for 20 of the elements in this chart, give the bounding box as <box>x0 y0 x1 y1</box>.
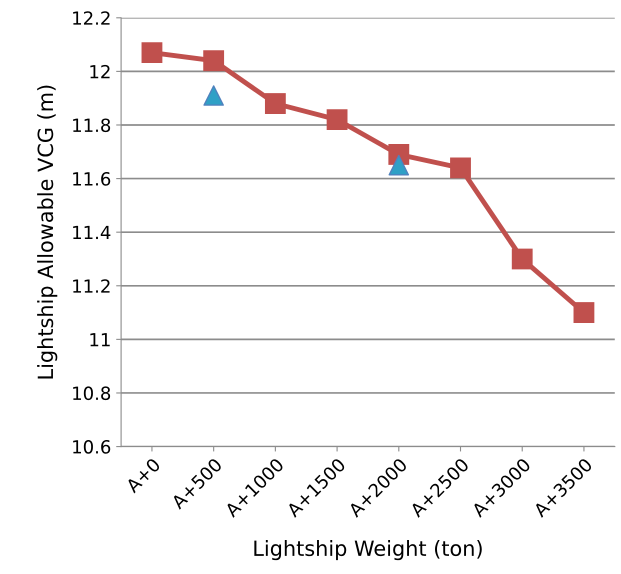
point <box>264 93 286 114</box>
y-tick-label: 11.2 <box>73 279 110 293</box>
y-tick-label: 12 <box>90 64 110 78</box>
point <box>142 42 162 64</box>
point <box>203 85 224 106</box>
y-tick-label: 10.6 <box>73 440 110 454</box>
point <box>450 157 471 178</box>
point <box>574 302 594 323</box>
point <box>203 50 224 72</box>
point <box>512 248 533 270</box>
y-tick-label: 11.4 <box>73 226 110 240</box>
point <box>388 154 410 176</box>
y-tick-label: 11.8 <box>73 118 110 132</box>
y-tick-label: 12.2 <box>73 11 110 25</box>
y-tick-label: 10.8 <box>73 386 110 400</box>
x-axis-title: Lightship Weight (ton) <box>254 540 482 560</box>
y-axis-title: Lightship Allowable VCG (m) <box>37 86 58 378</box>
y-tick-label: 11 <box>90 333 110 346</box>
point <box>326 109 348 130</box>
y-tick-label: 11.6 <box>73 172 110 186</box>
